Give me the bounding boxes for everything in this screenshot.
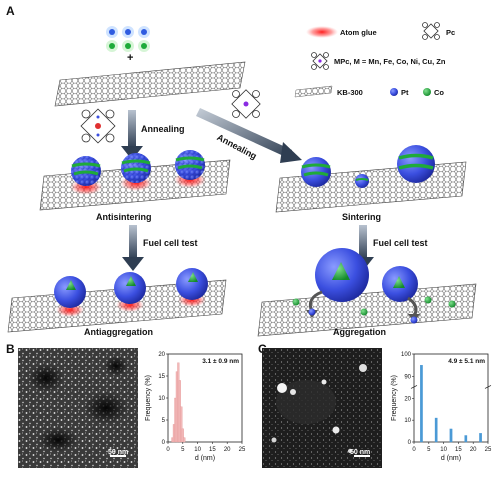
fuel-cell-right-label: Fuel cell test [373,238,428,248]
aggregation-label: Aggregation [333,327,386,337]
x-tick-label: 25 [485,447,492,453]
x-tick-label: 0 [166,447,170,453]
atom-glue-label: Atom glue [340,28,377,37]
y-tick-label: 15 [158,374,165,380]
co-legend-icon [423,88,431,96]
carbon-support-top [54,61,246,107]
histogram-bar [434,417,438,443]
histogram-bar [449,428,453,443]
y-tick-label: 10 [158,396,165,402]
histogram-title: 4.9 ± 5.1 nm [448,358,485,365]
y-tick-label: 100 [401,352,412,358]
tem-image-c [262,348,382,468]
annealing-arrow-left-icon [121,110,143,160]
x-tick-label: 10 [440,447,447,453]
nanoparticles-antisintering [71,150,205,186]
histogram-bar [183,437,186,443]
x-axis-label: d (nm) [195,455,215,462]
x-axis-label: d (nm) [441,455,461,462]
pc-legend-icon [422,22,440,40]
axis-break-right [484,385,492,389]
antiaggregation-label: Antiaggregation [84,327,153,337]
kb300-legend-icon [294,85,333,98]
histogram-bar [464,435,468,443]
scale-bar-label-c: 50 nm [350,449,371,456]
plus-sign: + [127,52,134,64]
fuel-cell-arrow-left-icon [122,225,144,271]
phthalocyanine-left-icon [80,108,116,144]
mpc-label: MPc, M = Mn, Fe, Co, Ni, Cu, Zn [334,57,446,66]
x-tick-label: 10 [194,447,201,453]
y-axis-label: Frequency (%) [145,375,152,421]
pt-label: Pt [401,88,409,97]
x-tick-label: 25 [239,447,246,453]
antisintering-label: Antisintering [96,212,152,222]
y-tick-label: 90 [404,374,411,380]
y-tick-label: 20 [158,352,165,358]
histogram-bar [420,364,423,443]
histogram-title: 3.1 ± 0.9 nm [202,358,239,365]
axis-break-left [410,385,418,389]
histogram-bar [180,406,183,443]
y-tick-label: 20 [404,396,411,402]
histogram-bar [479,433,482,443]
panel-letter-b: B [6,342,15,356]
pc-label: Pc [446,28,456,37]
panel-letter-a: A [6,4,15,18]
atom-glue-legend-icon [306,26,338,38]
y-tick-label: 0 [162,440,166,446]
mpc-molecules-icon [106,26,150,52]
phthalocyanine-right-icon [231,89,261,119]
histogram-b: 0 5 10 15 20 25 0 5 10 15 20 3.1 ± 0.9 nm d (nm) Freq… [145,352,246,462]
nanoparticles-sintering [301,145,435,188]
pt-legend-icon [390,88,398,96]
y-tick-label: 0 [408,440,412,446]
mpc-legend-icon [311,52,329,70]
x-tick-label: 5 [181,447,185,453]
sintering-label: Sintering [342,212,382,222]
y-tick-label: 5 [162,418,166,424]
histogram-c: 0 5 10 15 20 25 0 10 20 90 100 4.9 ± 5.1 nm d (nm) Fr… [391,352,492,462]
x-tick-label: 20 [470,447,477,453]
kb300-label: KB-300 [337,88,363,97]
x-tick-label: 5 [427,447,431,453]
fuel-cell-left-label: Fuel cell test [143,238,198,248]
tem-image-b [18,348,138,468]
y-tick-label: 10 [404,418,411,424]
y-axis-label: Frequency (%) [391,375,398,421]
x-tick-label: 0 [412,447,416,453]
nanoparticles-aggregation [292,248,456,324]
scale-bar-label-b: 50 nm [108,449,129,456]
nanoparticles-antiaggregation [54,268,208,308]
annealing-arrow-right-icon [196,108,302,163]
x-tick-label: 15 [455,447,462,453]
co-label: Co [434,88,444,97]
x-tick-label: 20 [224,447,231,453]
x-tick-label: 15 [209,447,216,453]
annealing-left-label: Annealing [141,124,185,134]
panel-a-diagram [7,22,477,337]
